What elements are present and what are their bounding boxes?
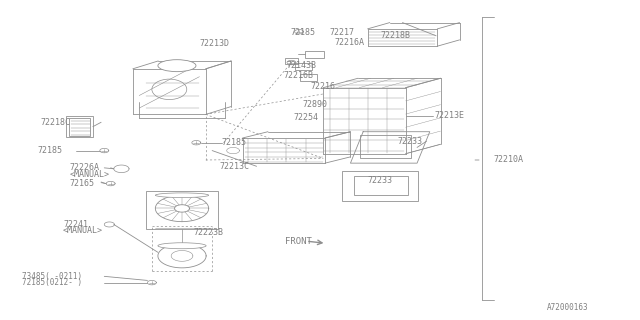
Bar: [342, 171, 419, 201]
Text: 72216: 72216: [310, 82, 335, 91]
Text: 72226A: 72226A: [69, 164, 99, 172]
Bar: [294, 63, 312, 70]
Text: <MANUAL>: <MANUAL>: [63, 226, 103, 235]
Text: 72216B: 72216B: [284, 71, 314, 80]
Text: 72241: 72241: [63, 220, 88, 229]
Text: 72233: 72233: [367, 176, 392, 185]
Text: 72213C: 72213C: [220, 162, 250, 171]
Text: 72213E: 72213E: [434, 111, 464, 120]
Text: 72217: 72217: [330, 28, 355, 37]
Text: 72223B: 72223B: [193, 228, 223, 237]
Bar: [300, 74, 317, 81]
Text: 72143B: 72143B: [286, 61, 316, 70]
Text: 72890: 72890: [302, 100, 327, 109]
Bar: [285, 59, 298, 64]
Bar: [305, 51, 324, 58]
Text: 72185: 72185: [290, 28, 315, 37]
Text: 72233: 72233: [397, 137, 422, 146]
Text: FRONT: FRONT: [285, 237, 312, 246]
Text: 72213D: 72213D: [200, 39, 230, 48]
Text: 72218B: 72218B: [380, 31, 410, 40]
Text: 72218C: 72218C: [41, 118, 71, 127]
Bar: [145, 191, 218, 229]
Text: 72216A: 72216A: [335, 37, 365, 47]
Text: 72185(0212- ): 72185(0212- ): [22, 278, 82, 287]
Ellipse shape: [156, 193, 209, 197]
Ellipse shape: [158, 60, 196, 72]
Bar: [354, 176, 408, 195]
Bar: [69, 117, 90, 136]
Text: <MANUAL>: <MANUAL>: [69, 170, 109, 179]
Ellipse shape: [158, 243, 206, 249]
Text: 73485( -0211): 73485( -0211): [22, 272, 82, 281]
Bar: [66, 116, 93, 137]
Text: 72254: 72254: [293, 113, 318, 122]
Text: 72210A: 72210A: [493, 156, 524, 164]
Text: A72000163: A72000163: [547, 303, 589, 312]
Text: 72165: 72165: [69, 179, 94, 188]
Text: 72185: 72185: [221, 138, 246, 147]
Bar: [360, 135, 411, 158]
Text: 72185: 72185: [38, 146, 63, 155]
